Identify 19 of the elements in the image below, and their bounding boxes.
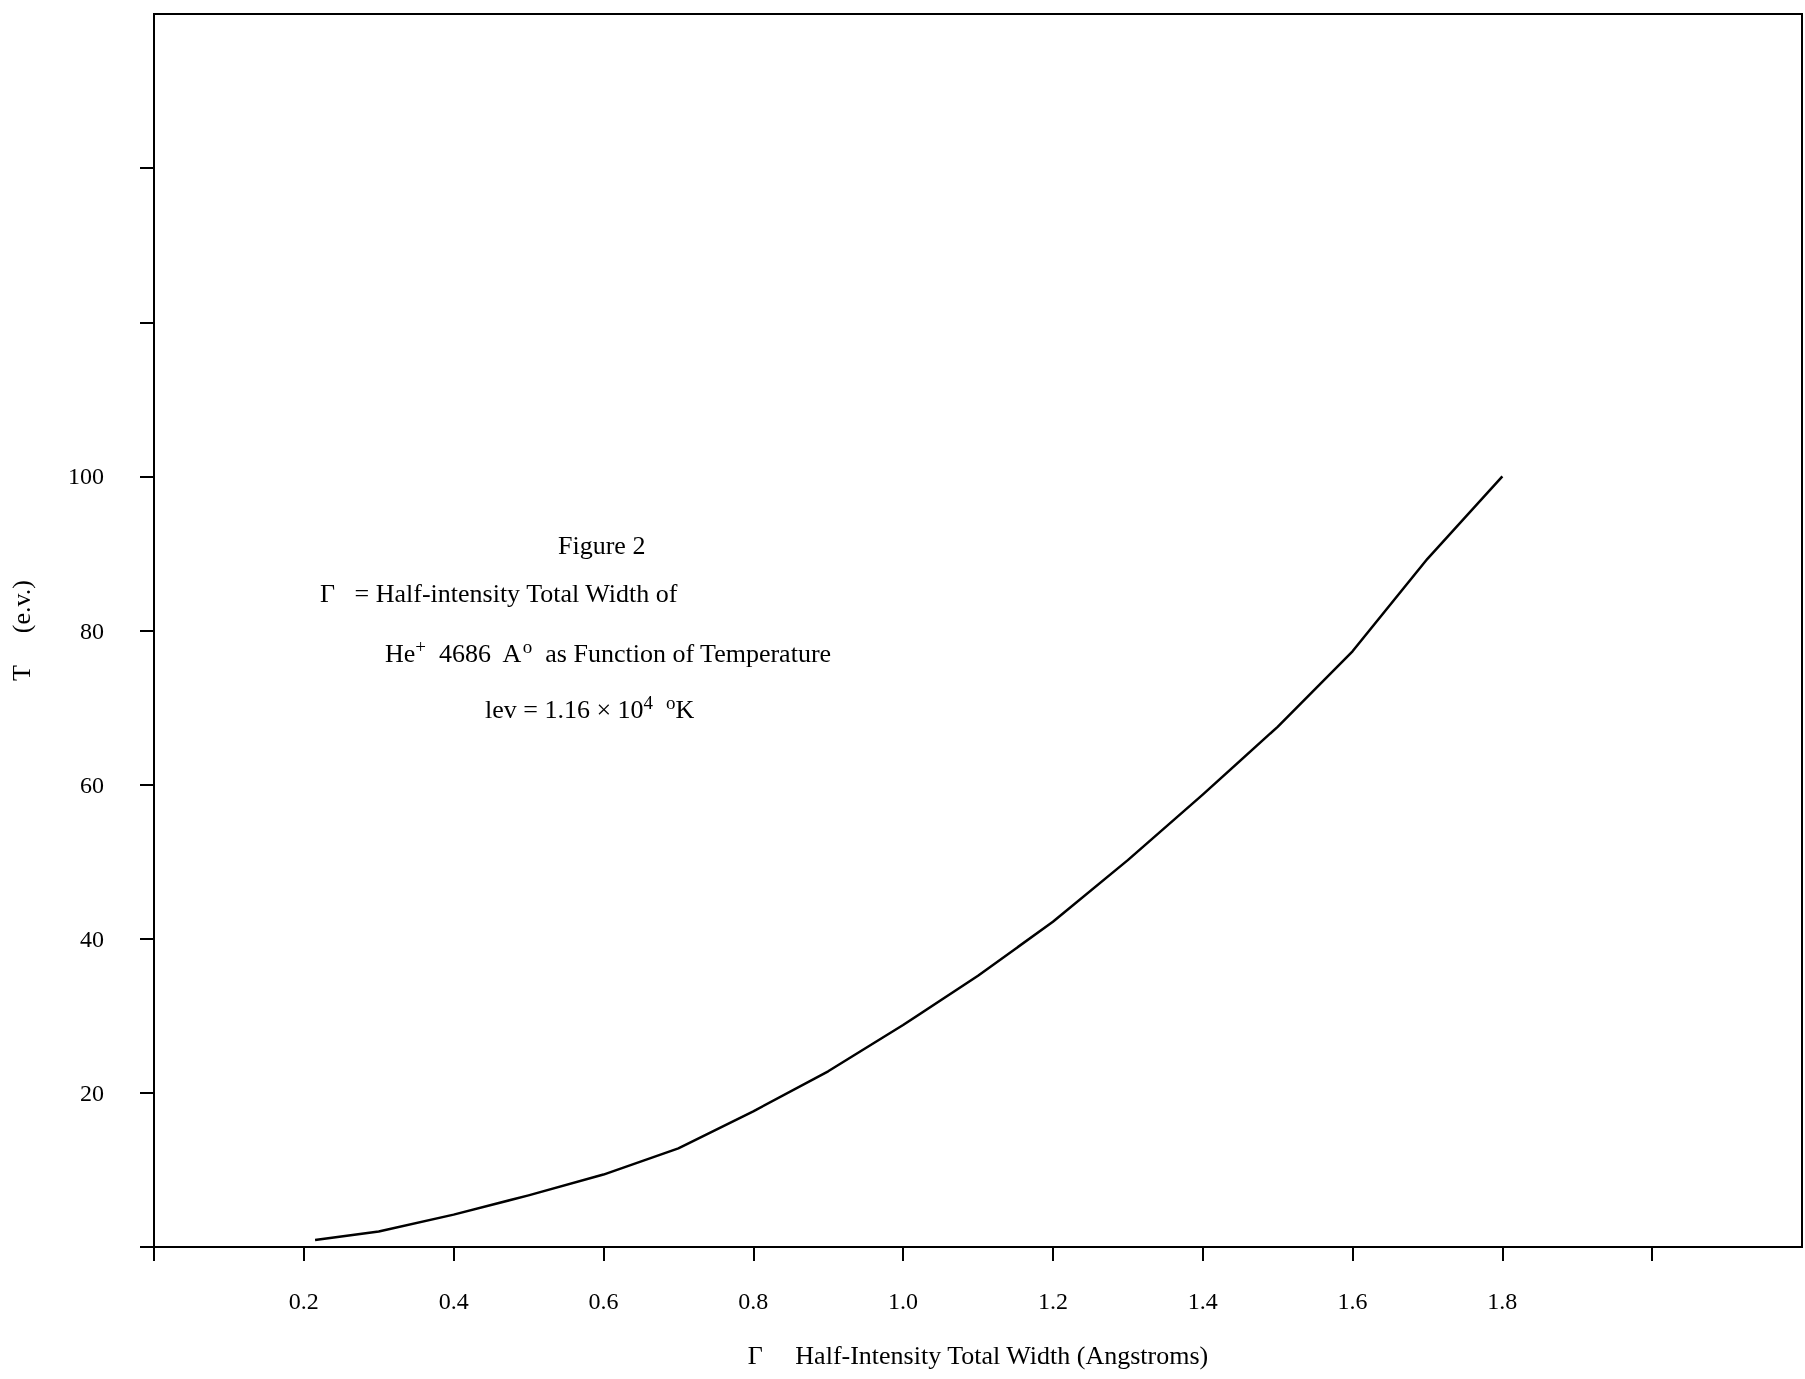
x-tick-label: 0.6 xyxy=(588,1288,619,1314)
x-tick-label: 0.8 xyxy=(738,1288,769,1314)
x-tick-label: 0.2 xyxy=(288,1288,319,1314)
y-tick-label: 40 xyxy=(80,925,104,952)
x-tick-label: 1.4 xyxy=(1187,1288,1218,1314)
y-tick-label: 80 xyxy=(80,617,104,644)
y-tick-label: 20 xyxy=(80,1079,104,1106)
y-axis-title: T (e.v.) xyxy=(6,579,36,682)
x-tick-label: 1.6 xyxy=(1337,1288,1368,1314)
text: Figure 2 xyxy=(558,530,646,560)
x-axis-title: Γ Half-Intensity Total Width (Angstroms) xyxy=(747,1340,1209,1370)
line-series xyxy=(313,475,1504,1242)
y-tick-label: 100 xyxy=(68,463,104,490)
x-tick-label: 1.8 xyxy=(1487,1288,1518,1314)
x-tick-label: 1.2 xyxy=(1037,1288,1068,1314)
y-tick-label: 60 xyxy=(80,771,104,798)
x-tick-label: 0.4 xyxy=(438,1288,469,1314)
annotation: Γ = Half-intensity Total Width of xyxy=(320,578,678,608)
x-tick-label: 1.0 xyxy=(888,1288,919,1314)
